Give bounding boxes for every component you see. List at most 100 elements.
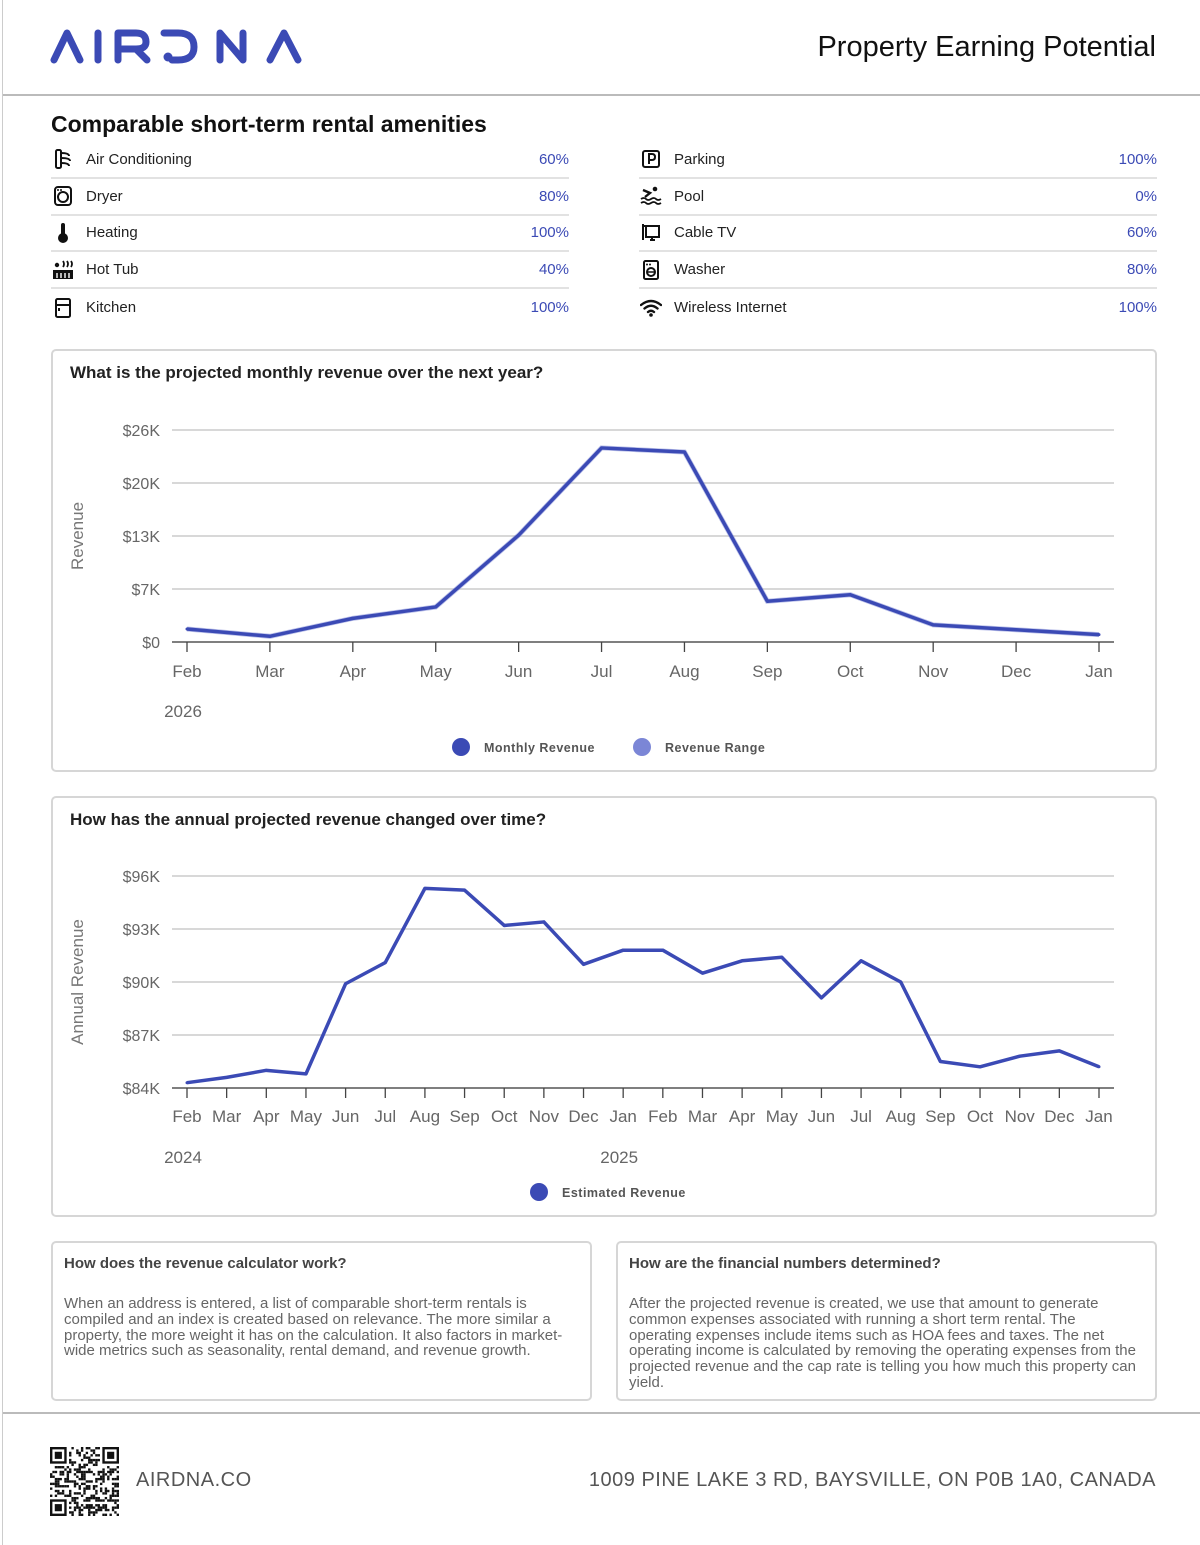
y-tick-label: $87K (123, 1028, 161, 1045)
qr-module (64, 1468, 67, 1471)
qr-module (85, 1463, 89, 1467)
qr-module (116, 1494, 119, 1497)
amenity-percent: 80% (1126, 261, 1157, 279)
footer-divider (3, 1412, 1200, 1414)
data-point (582, 962, 586, 966)
header-divider (3, 94, 1200, 96)
qr-module (57, 1492, 60, 1495)
qr-module (116, 1504, 119, 1507)
x-tick-label: Oct (491, 1107, 518, 1126)
qr-module (102, 1470, 105, 1474)
x-tick-label: May (290, 1107, 323, 1126)
qr-module (95, 1499, 98, 1502)
series-line-estimated-revenue (186, 886, 1100, 1085)
qr-module (102, 1475, 105, 1478)
qr-module (116, 1482, 119, 1486)
qr-module (73, 1499, 77, 1502)
qr-module (109, 1468, 112, 1471)
x-tick-label: Feb (172, 662, 201, 681)
qr-module (73, 1496, 77, 1500)
qr-module (83, 1482, 86, 1486)
qr-module (95, 1461, 98, 1464)
qr-module (116, 1506, 119, 1509)
qr-module (116, 1485, 119, 1488)
qr-module (97, 1458, 100, 1462)
qr-module (57, 1466, 60, 1469)
qr-module (95, 1480, 98, 1483)
qr-module (95, 1477, 98, 1481)
qr-module (97, 1508, 100, 1512)
footer-url[interactable]: AIRDNA.CO (136, 1469, 252, 1491)
amenity-label: Hot Tub (86, 261, 139, 279)
legend-marker (530, 1183, 548, 1201)
qr-module (80, 1504, 84, 1507)
amenity-percent: 0% (1135, 187, 1157, 205)
amenity-row: Kitchen 100% (51, 289, 569, 326)
qr-module (59, 1466, 62, 1469)
x-tick-label: Jun (332, 1107, 359, 1126)
qr-module (109, 1513, 112, 1516)
washer-icon (639, 259, 663, 280)
amenity-percent: 60% (538, 150, 569, 168)
qr-module (69, 1468, 72, 1471)
x-tick-label: Aug (669, 662, 699, 681)
qr-module (69, 1480, 72, 1483)
qr-module (92, 1463, 96, 1467)
qr-module (116, 1499, 119, 1502)
qr-module (88, 1485, 91, 1488)
qr-module (73, 1461, 77, 1464)
qr-module (83, 1454, 86, 1457)
qr-module (73, 1468, 77, 1471)
qr-module (102, 1513, 105, 1516)
qr-module (83, 1470, 86, 1474)
qr-module (80, 1458, 84, 1462)
qr-module (83, 1492, 86, 1495)
qr-module (102, 1480, 105, 1483)
data-point (304, 1072, 308, 1076)
amenity-label: Heating (86, 224, 138, 242)
qr-module (88, 1511, 91, 1514)
data-point (700, 971, 704, 975)
data-point (859, 959, 863, 963)
x-tick-label: Jun (808, 1107, 835, 1126)
qr-module (97, 1477, 100, 1481)
qr-module (83, 1489, 86, 1493)
x-tick-label: Sep (752, 662, 782, 681)
info-body: After the projected revenue is created, … (629, 1295, 1136, 1391)
qr-module (61, 1492, 65, 1495)
qr-module (114, 1511, 117, 1514)
qr-module (116, 1466, 119, 1469)
qr-module (104, 1496, 108, 1500)
qr-module (54, 1470, 58, 1474)
qr-module (83, 1487, 86, 1490)
data-point (225, 1075, 229, 1079)
qr-module (95, 1489, 98, 1493)
amenity-label: Parking (674, 150, 725, 168)
qr-module (80, 1466, 84, 1469)
qr-module (71, 1499, 74, 1502)
qr-module (85, 1504, 89, 1507)
qr-module (116, 1477, 119, 1481)
qr-module (71, 1496, 74, 1500)
qr-module (90, 1506, 93, 1509)
qr-module (92, 1473, 96, 1476)
qr-module (114, 1489, 117, 1493)
qr-module (99, 1506, 103, 1509)
qr-module (76, 1468, 79, 1471)
qr-module (88, 1499, 91, 1502)
qr-module (85, 1506, 89, 1509)
qr-module (54, 1494, 58, 1497)
amenity-label: Cable TV (674, 224, 737, 242)
x-tick-label: Jan (1085, 1107, 1112, 1126)
qr-module (107, 1477, 110, 1481)
qr-finder-core (54, 1451, 62, 1459)
qr-module (95, 1485, 98, 1488)
qr-module (97, 1496, 100, 1500)
pool-icon (639, 186, 663, 206)
qr-module (80, 1477, 84, 1481)
data-point (978, 1065, 982, 1069)
data-point (621, 948, 625, 952)
x-tick-label: Jul (591, 662, 613, 681)
qr-module (99, 1499, 103, 1502)
legend-label: Monthly Revenue (484, 741, 595, 755)
